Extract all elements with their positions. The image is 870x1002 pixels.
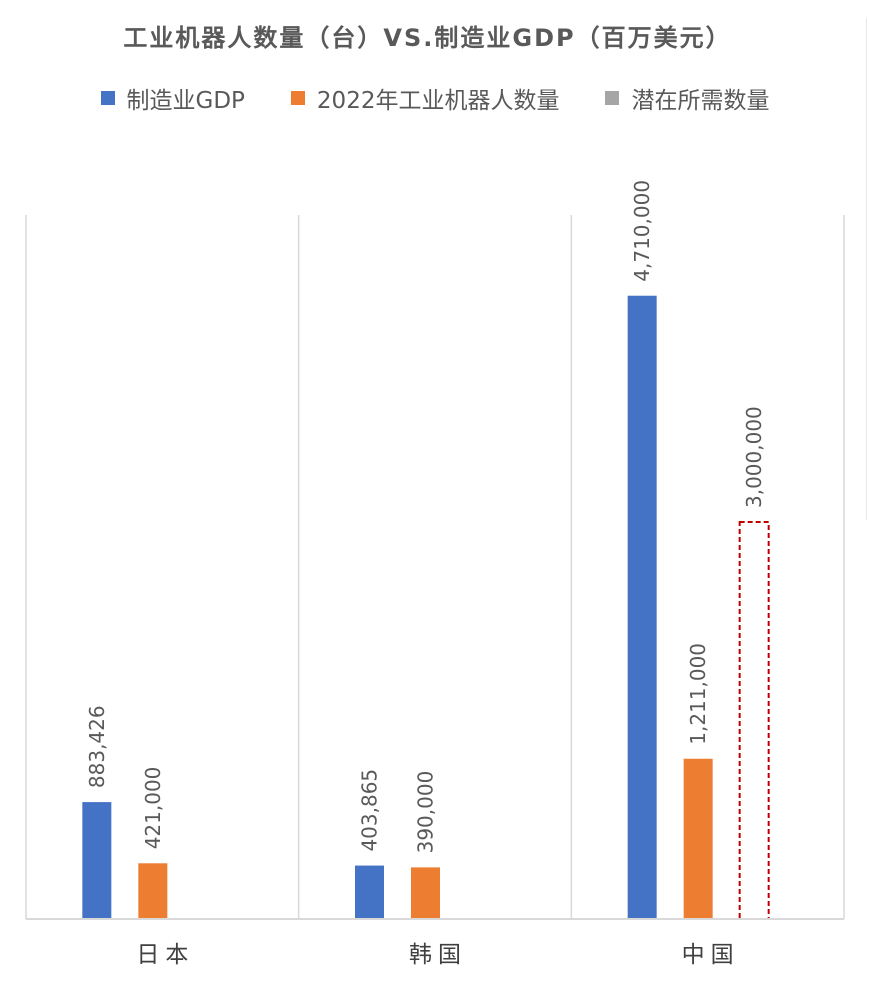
legend-label-robots: 2022年工业机器人数量 (316, 88, 560, 114)
bar-0-0 (82, 802, 112, 919)
bar-0-2 (627, 295, 657, 919)
legend-swatch-potential (605, 91, 620, 105)
legend-swatch-robots (290, 91, 305, 105)
data-label-1-0: 421,000 (141, 767, 165, 850)
data-label-0-1: 403,865 (358, 769, 382, 852)
legend: 制造业GDP 2022年工业机器人数量 潜在所需数量 (0, 78, 870, 118)
bar-1-0 (138, 863, 168, 919)
data-label-1-2: 1,211,000 (686, 643, 710, 745)
x-tick-label-2: 中国 (682, 942, 740, 968)
chart-title: 工业机器人数量（台）VS.制造业GDP（百万美元） (123, 24, 732, 52)
legend-item-robots[interactable]: 2022年工业机器人数量 (290, 81, 560, 115)
bar-1-2 (683, 758, 713, 919)
bar-0-1 (355, 865, 384, 919)
x-tick-label-1: 韩国 (409, 942, 467, 968)
legend-swatch-gdp (100, 91, 115, 105)
x-tick-label-0: 日本 (136, 942, 194, 968)
legend-label-potential: 潜在所需数量 (631, 88, 770, 114)
legend-item-gdp[interactable]: 制造业GDP (100, 81, 245, 115)
data-label-0-2: 4,710,000 (630, 180, 654, 282)
legend-label-gdp: 制造业GDP (126, 88, 245, 114)
panel-edge-divider (866, 18, 867, 520)
data-label-1-1: 390,000 (414, 771, 438, 854)
bar-2-2 (738, 521, 770, 920)
data-label-2-2: 3,000,000 (742, 406, 766, 508)
legend-item-potential[interactable]: 潜在所需数量 (605, 81, 769, 115)
data-label-0-0: 883,426 (85, 705, 109, 788)
bar-1-1 (411, 867, 440, 919)
